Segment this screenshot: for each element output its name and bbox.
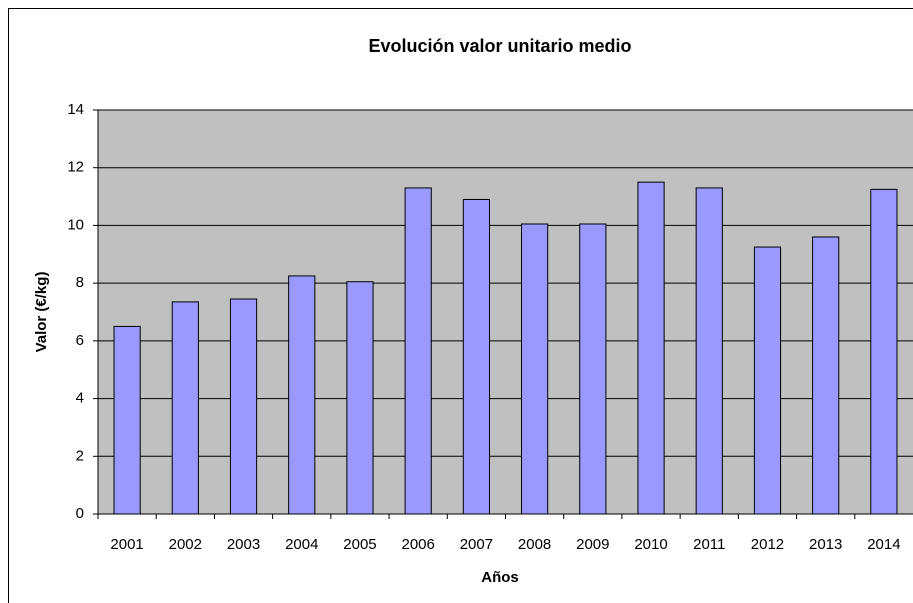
- x-tick-label: 2013: [809, 536, 842, 553]
- y-tick-label: 6: [76, 332, 84, 349]
- x-tick-label: 2014: [867, 536, 900, 553]
- y-tick-label: 14: [67, 101, 84, 118]
- x-tick-label: 2005: [343, 536, 376, 553]
- bar: [637, 181, 665, 515]
- x-tick-label: 2006: [401, 536, 434, 553]
- bar: [695, 187, 723, 515]
- bar: [870, 188, 898, 515]
- y-tick-label: 2: [76, 447, 84, 464]
- x-tick-label: 2009: [576, 536, 609, 553]
- chart-title: Evolución valor unitario medio: [368, 36, 631, 56]
- y-axis-label: Valor (€/kg): [33, 272, 50, 353]
- plot-area: [98, 110, 913, 514]
- x-tick-label: 2001: [110, 536, 143, 553]
- bar: [753, 246, 782, 515]
- y-tick-label: 0: [76, 505, 84, 522]
- x-tick-label: 2002: [169, 536, 202, 553]
- y-tick-label: 10: [67, 216, 84, 233]
- bar: [229, 298, 258, 515]
- bar: [521, 223, 549, 515]
- bar: [812, 236, 840, 515]
- bar: [346, 281, 374, 515]
- x-tick-label: 2012: [751, 536, 784, 553]
- x-tick-label: 2003: [227, 536, 260, 553]
- x-tick-label: 2007: [460, 536, 493, 553]
- x-tick-label: 2008: [518, 536, 551, 553]
- x-tick-label: 2011: [693, 536, 725, 553]
- bar: [579, 223, 607, 515]
- bar: [404, 187, 432, 515]
- bar: [171, 301, 199, 515]
- y-tick-label: 12: [67, 159, 84, 176]
- x-tick-label: 2010: [634, 536, 667, 553]
- y-tick-label: 8: [76, 274, 84, 291]
- x-axis-label: Años: [481, 569, 519, 586]
- bar: [113, 325, 141, 515]
- y-tick-label: 4: [76, 390, 84, 407]
- x-tick-label: 2004: [285, 536, 318, 553]
- bar: [288, 275, 316, 515]
- bar: [462, 198, 490, 515]
